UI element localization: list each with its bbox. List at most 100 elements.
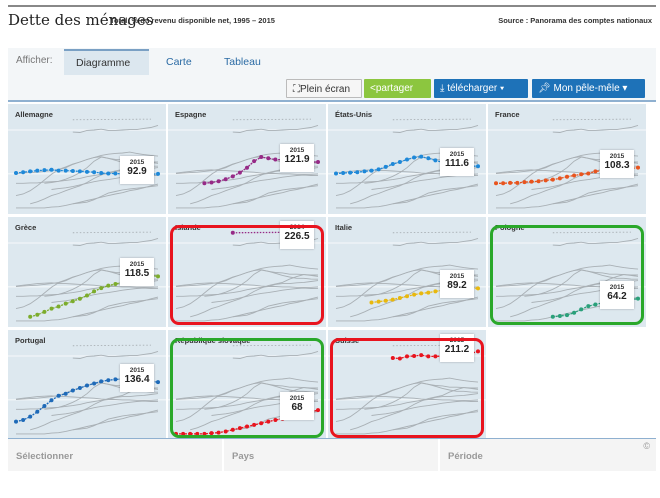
context-line-allemagne <box>15 282 159 288</box>
panel-etats-unis[interactable]: États-Unis 2015 111.6 <box>328 104 486 214</box>
data-point <box>202 181 207 186</box>
footer-filters: Sélectionner Pays Période © <box>8 438 656 472</box>
data-point <box>252 422 257 427</box>
download-button[interactable]: ⤓ télécharger ▾ <box>434 79 528 98</box>
tab-diagramme[interactable]: Diagramme <box>64 49 149 75</box>
data-point <box>106 283 111 288</box>
panel-italie[interactable]: Italie 2015 89.2 <box>328 217 486 327</box>
data-point <box>202 431 207 436</box>
data-point <box>266 419 271 424</box>
panel-france[interactable]: France 2015 108.3 <box>488 104 646 214</box>
data-point <box>49 167 54 172</box>
data-point <box>572 173 577 178</box>
data-point <box>49 398 54 403</box>
context-line-allemagne <box>15 395 159 401</box>
data-point <box>426 156 431 161</box>
copyright-icon[interactable]: © <box>643 441 650 451</box>
label-value: 68 <box>291 402 303 414</box>
value-label: 2015 64.2 <box>600 280 634 309</box>
data-point <box>419 154 424 159</box>
highlight-outline <box>170 225 324 325</box>
data-point <box>70 388 75 393</box>
afficher-label: Afficher: <box>16 55 53 66</box>
data-point <box>405 294 409 299</box>
data-point <box>35 168 40 173</box>
value-label: 2015 92.9 <box>120 155 154 184</box>
context-line-republique-slovaque <box>176 296 319 322</box>
fullscreen-button[interactable]: ⛶Plein écran <box>286 79 362 98</box>
context-line-islande <box>72 118 151 121</box>
context-line-france <box>336 393 479 410</box>
data-point <box>397 295 402 300</box>
country-name: Espagne <box>175 110 207 119</box>
data-point <box>515 180 520 185</box>
data-point <box>259 421 264 426</box>
context-line-italie <box>371 400 479 416</box>
panel-allemagne[interactable]: Allemagne 2015 92.9 <box>8 104 166 214</box>
tab-carte[interactable]: Carte <box>166 56 192 68</box>
data-point <box>316 160 320 165</box>
data-point <box>383 164 388 169</box>
data-point <box>397 356 402 361</box>
label-value: 118.5 <box>124 268 150 280</box>
panel-grece[interactable]: Grèce 2015 118.5 <box>8 217 166 327</box>
select-filter[interactable]: Sélectionner <box>8 439 224 472</box>
data-point <box>501 181 506 186</box>
value-label: 2015 68 <box>280 392 314 421</box>
country-name: Portugal <box>15 336 46 345</box>
data-point <box>49 306 54 311</box>
data-point <box>42 168 47 173</box>
share-button[interactable]: <partager <box>364 79 431 98</box>
data-point <box>426 290 431 295</box>
source-note: Source : Panorama des comptes nationaux <box>498 16 652 25</box>
data-point <box>362 169 367 174</box>
data-point <box>412 155 417 160</box>
data-point <box>593 169 598 174</box>
label-value: 211.2 <box>444 344 470 355</box>
data-point <box>70 299 75 304</box>
data-point <box>99 286 104 291</box>
tab-tableau[interactable]: Tableau <box>224 56 261 68</box>
context-line-islande <box>72 344 151 347</box>
data-point <box>92 289 97 294</box>
data-point <box>77 169 82 174</box>
data-point <box>494 181 498 186</box>
data-point <box>113 377 118 382</box>
country-filter[interactable]: Pays <box>224 439 440 472</box>
data-point <box>557 176 562 181</box>
panel-republique-slovaque[interactable]: République slovaque 2015 68 <box>168 330 326 440</box>
data-point <box>579 307 584 312</box>
label-year: 2015 <box>289 147 305 155</box>
data-point <box>230 174 235 179</box>
data-point <box>390 356 395 361</box>
data-point <box>419 291 424 296</box>
country-name: Allemagne <box>15 110 53 119</box>
data-point <box>476 286 480 291</box>
data-point <box>92 170 97 175</box>
share-icon: < <box>370 83 376 94</box>
context-line-suisse <box>232 124 319 133</box>
context-line-republique-slovaque <box>176 183 319 209</box>
data-point <box>63 301 68 306</box>
data-point <box>508 180 513 185</box>
small-multiples-grid: Allemagne 2015 92.9 Espagne 2015 121.9 États-U… <box>8 100 656 440</box>
pin-button[interactable]: 📌︎ Mon pêle-mêle ▾ <box>532 79 645 98</box>
highlight-outline <box>330 338 484 438</box>
period-filter[interactable]: Période <box>448 451 483 462</box>
data-point <box>390 297 395 302</box>
page-title: Dette des ménages <box>8 11 154 29</box>
data-point <box>35 409 40 414</box>
series-line <box>371 287 479 304</box>
data-point <box>42 404 47 409</box>
data-point <box>522 180 527 185</box>
top-rule <box>8 5 656 7</box>
panel-portugal[interactable]: Portugal 2015 136.4 <box>8 330 166 440</box>
context-line-allemagne <box>175 169 319 175</box>
data-point <box>77 296 82 301</box>
panel-espagne[interactable]: Espagne 2015 121.9 <box>168 104 326 214</box>
context-line-grece <box>190 387 319 431</box>
label-value: 89.2 <box>447 280 467 292</box>
context-line-italie <box>51 287 159 303</box>
label-value: 136.4 <box>124 374 150 386</box>
data-point <box>70 169 75 173</box>
